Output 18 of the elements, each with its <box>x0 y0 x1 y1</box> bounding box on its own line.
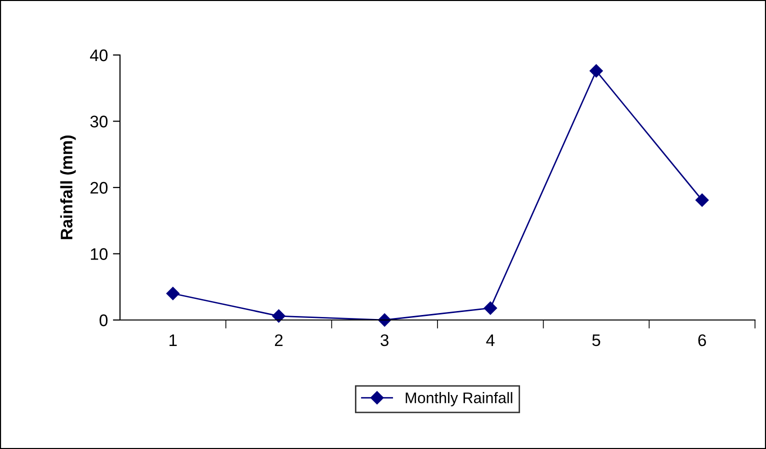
point <box>166 286 180 300</box>
x-tick-label: 3 <box>380 334 388 346</box>
legend-label: Monthly Rainfall <box>406 392 512 406</box>
point <box>272 309 286 323</box>
point <box>590 64 603 78</box>
y-tick-label: 10 <box>90 248 108 260</box>
x-tick-label: 1 <box>170 334 177 346</box>
x-tick-label: 6 <box>698 334 706 346</box>
y-tick-label: 20 <box>90 182 108 194</box>
point <box>484 301 498 315</box>
x-tick-label: 5 <box>592 334 600 346</box>
x-tick-label: 4 <box>486 334 495 346</box>
y-tick-label: 0 <box>100 314 108 326</box>
y-axis-title: Rainfall (mm) <box>60 136 76 240</box>
y-tick-label: 40 <box>90 49 108 62</box>
x-tick-label: 2 <box>274 334 283 346</box>
y-tick-label: 30 <box>90 116 108 128</box>
point <box>695 194 709 207</box>
